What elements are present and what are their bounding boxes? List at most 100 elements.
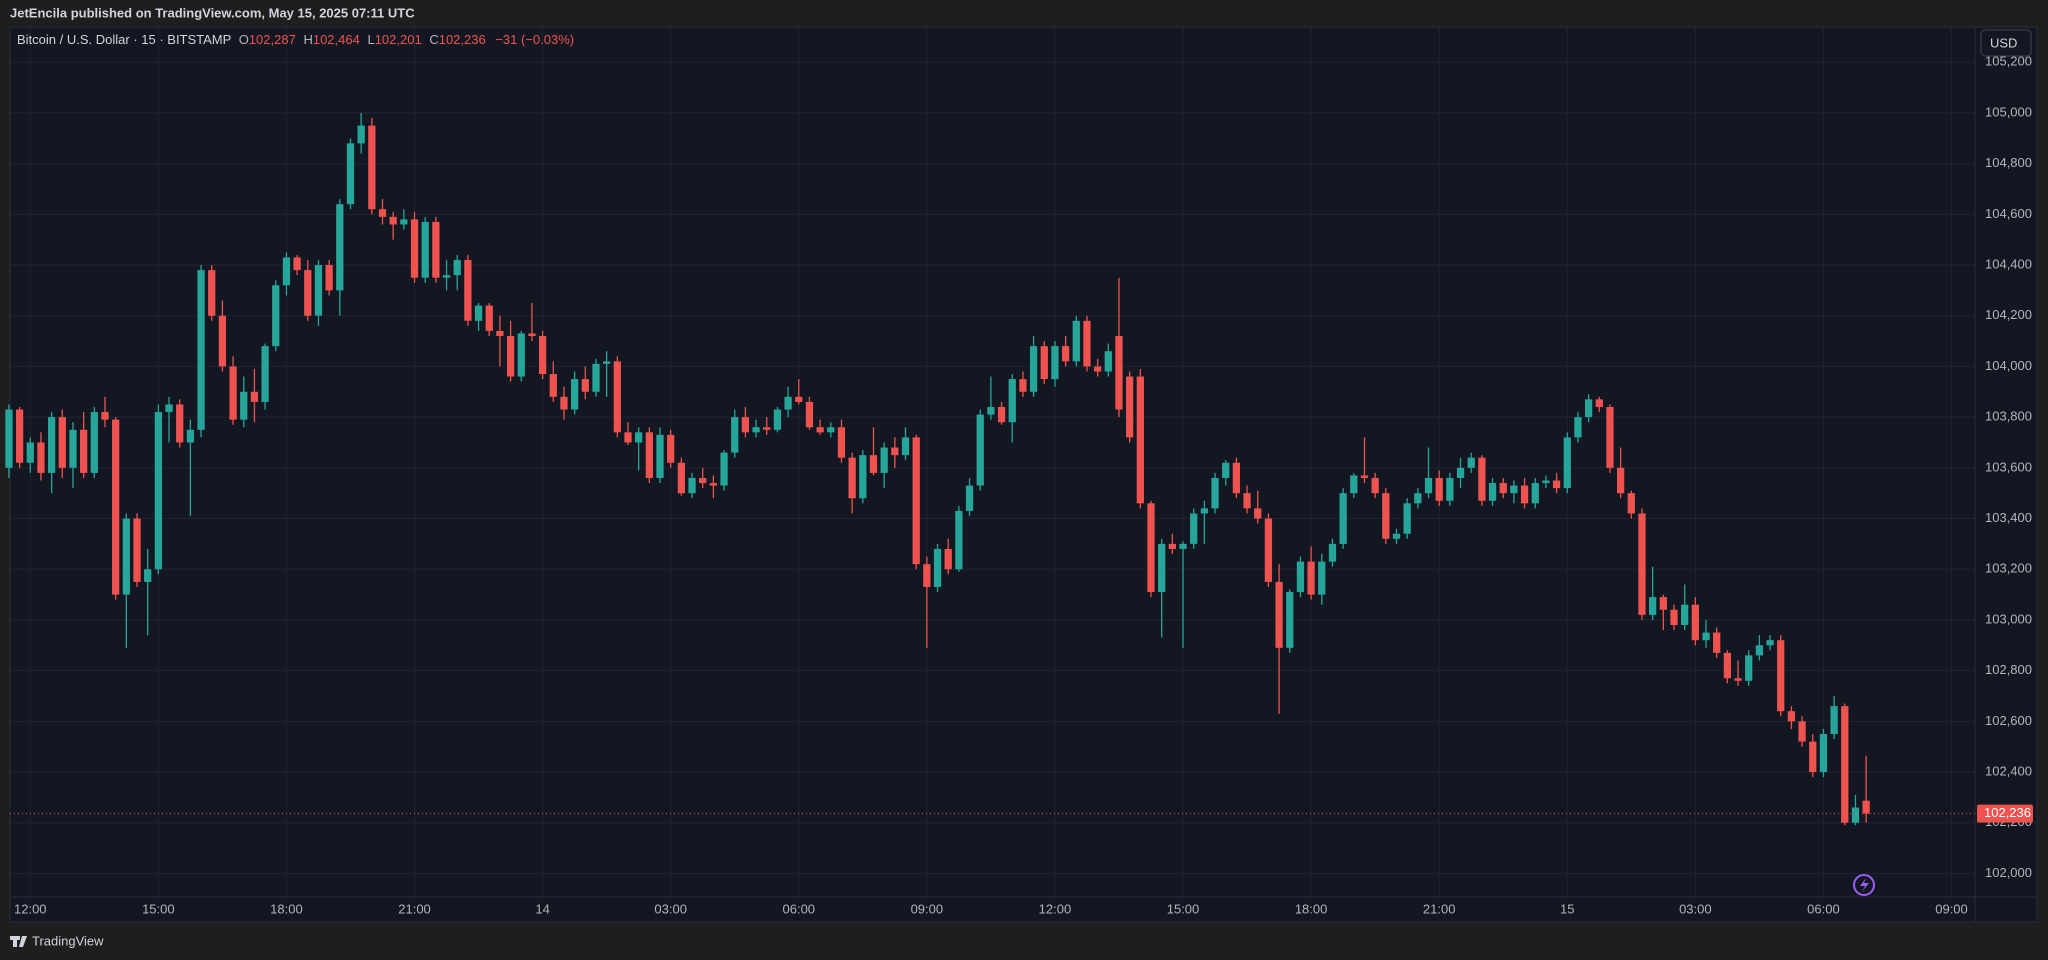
candle-body [101, 412, 109, 420]
currency-button[interactable] [1980, 29, 2032, 57]
candle-body [805, 401, 814, 428]
candle-body [891, 447, 899, 456]
y-tick-label: 104,000 [1985, 358, 2032, 373]
candle-body [912, 437, 920, 565]
candle-body [1499, 483, 1507, 494]
candle-body [1638, 513, 1646, 615]
candle-body [1136, 376, 1144, 504]
candle-body [1350, 475, 1358, 494]
candle-body [1627, 493, 1635, 514]
candle-body [763, 427, 771, 430]
y-tick-label: 102,800 [1985, 662, 2032, 677]
candle-body [1029, 346, 1038, 392]
candle-body [976, 414, 984, 486]
candle-body [1841, 706, 1849, 823]
candle-body [357, 125, 365, 144]
y-tick-label: 103,400 [1985, 510, 2032, 525]
candle-body [410, 219, 419, 278]
candle-body [827, 427, 835, 433]
x-tick-label: 21:00 [1423, 901, 1456, 916]
candle-body [773, 409, 782, 430]
candle-body [218, 315, 227, 367]
grid [10, 28, 1975, 897]
candle-body [1617, 467, 1625, 494]
candle-body [816, 427, 824, 433]
lightning-bolt [1860, 878, 1869, 892]
candle-body [1243, 493, 1251, 509]
candle-body [282, 257, 291, 286]
candle-body [133, 518, 141, 582]
candle-body [496, 330, 504, 337]
candle-body [69, 429, 77, 468]
y-tick-label: 103,000 [1985, 611, 2032, 626]
candle-body [571, 379, 579, 410]
candle-body [90, 412, 98, 473]
x-tick-label: 03:00 [654, 901, 687, 916]
brand-name: TradingView [32, 933, 104, 948]
candle-body [1126, 376, 1134, 438]
candle-body [154, 412, 162, 570]
candle-body [1745, 655, 1753, 681]
candle-body [1798, 721, 1806, 742]
x-tick-label: 14 [535, 901, 549, 916]
candle-body [795, 396, 803, 402]
candle-body [1456, 467, 1465, 478]
candle-body [955, 510, 963, 570]
candle-body [1446, 477, 1454, 501]
y-tick-label: 104,200 [1985, 307, 2032, 322]
candle-body [80, 429, 88, 473]
candle-body [1200, 508, 1208, 514]
candle-body [453, 259, 461, 276]
low-value: 102,201 [375, 32, 422, 47]
candle-body [581, 379, 589, 392]
candle-body [784, 396, 792, 410]
candle-body [1467, 457, 1475, 468]
candle-body [122, 518, 130, 595]
candle-body [613, 361, 621, 433]
candle-body [624, 432, 632, 443]
candle-body [144, 569, 152, 582]
candle-body [1008, 379, 1016, 423]
candle-body [165, 404, 173, 413]
currency-label[interactable]: USD [1990, 35, 2017, 50]
candle-body [1702, 632, 1710, 641]
candle-body [1851, 807, 1860, 823]
candle-body [400, 219, 408, 225]
candle-body [592, 363, 600, 392]
candle-body [1574, 417, 1582, 438]
candle-body [1190, 513, 1198, 544]
candle-body [656, 434, 664, 478]
candle-body [1360, 475, 1369, 478]
candle-body [1072, 320, 1080, 362]
x-tick-label: 06:00 [783, 901, 816, 916]
candle-body [1552, 480, 1561, 489]
candle-body [1296, 561, 1305, 593]
candle-body [944, 548, 952, 570]
open-label: O [239, 32, 249, 47]
x-tick-label: 15:00 [1167, 901, 1200, 916]
candle-body [645, 432, 653, 478]
candle-body [272, 285, 280, 347]
candle-body [304, 270, 312, 316]
candle-body [1424, 477, 1433, 494]
candle-body [1232, 462, 1241, 494]
candle-body [1723, 652, 1732, 679]
candle-body [1830, 706, 1838, 734]
candle-body [314, 265, 323, 316]
y-tick-label: 104,600 [1985, 206, 2032, 221]
lightning-icon[interactable] [1853, 874, 1875, 896]
candle-body [1606, 406, 1614, 468]
last-price-tag [1977, 804, 2033, 823]
candle-body [688, 477, 696, 494]
candle-body [1222, 462, 1230, 478]
candle-body [1777, 640, 1785, 712]
candle-body [1435, 477, 1443, 501]
candle-body [378, 209, 387, 217]
candle-body [1510, 485, 1518, 494]
y-tick-label: 103,800 [1985, 409, 2032, 424]
candle-body [368, 125, 376, 210]
candle-body [1478, 457, 1486, 501]
candle-body [869, 455, 878, 473]
candle-body [848, 457, 856, 499]
candle-body [474, 305, 483, 321]
